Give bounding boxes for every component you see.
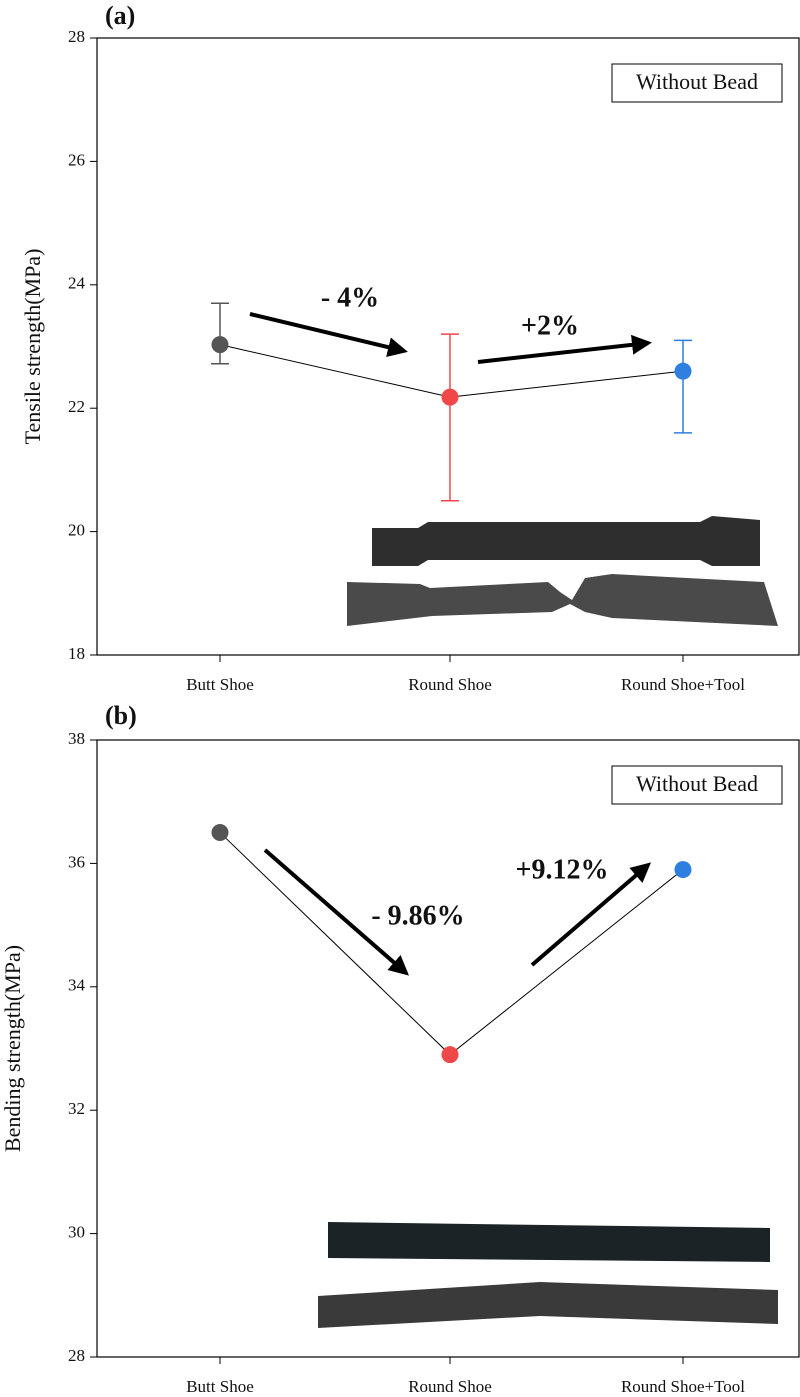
y-tick-label: 32 [68,1099,85,1118]
axes-frame [96,739,800,1358]
specimen-photo [318,516,778,1328]
panel-label: (a) [105,1,135,30]
y-tick-label: 26 [68,150,85,169]
data-point [674,362,692,380]
annotation: - 4% [321,282,379,313]
legend-box [611,765,783,805]
y-tick-label: 38 [68,729,85,748]
y-tick-label: 30 [68,1223,85,1242]
annotation: - 9.86% [371,900,464,931]
y-axis-label: Tensile strength(MPa) [20,249,45,445]
legend-box [611,63,783,103]
y-tick-label: 36 [68,852,85,871]
arrows [249,312,652,976]
data-point [441,1046,459,1064]
axes-frame [96,37,800,656]
error-bar [441,333,459,502]
legend-text: Without Bead [636,771,758,796]
y-tick-label: 28 [68,1346,85,1365]
error-bar [674,339,692,434]
y-axis-label: Bending strength(MPa) [0,945,25,1152]
x-tick-label: Round Shoe+Tool [621,675,745,694]
annotation: +2% [521,310,579,341]
y-tick-label: 22 [68,397,85,416]
data-point [211,336,229,354]
x-tick-label: Butt Shoe [186,675,254,694]
panel-label: (b) [105,701,137,730]
y-tick-label: 34 [68,976,86,995]
data-point [211,824,229,842]
y-tick-label: 20 [68,521,85,540]
y-tick-label: 28 [68,27,85,46]
error-bar [211,302,229,365]
y-tick-label: 18 [68,644,85,663]
data-point [441,388,459,406]
data-point [674,861,692,879]
x-tick-label: Butt Shoe [186,1377,254,1396]
legend-text: Without Bead [636,69,758,94]
x-tick-label: Round Shoe+Tool [621,1377,745,1396]
x-tick-label: Round Shoe [408,675,492,694]
data-line [219,832,684,1056]
annotation: +9.12% [516,854,609,885]
y-tick-label: 24 [68,274,86,293]
x-tick-label: Round Shoe [408,1377,492,1396]
